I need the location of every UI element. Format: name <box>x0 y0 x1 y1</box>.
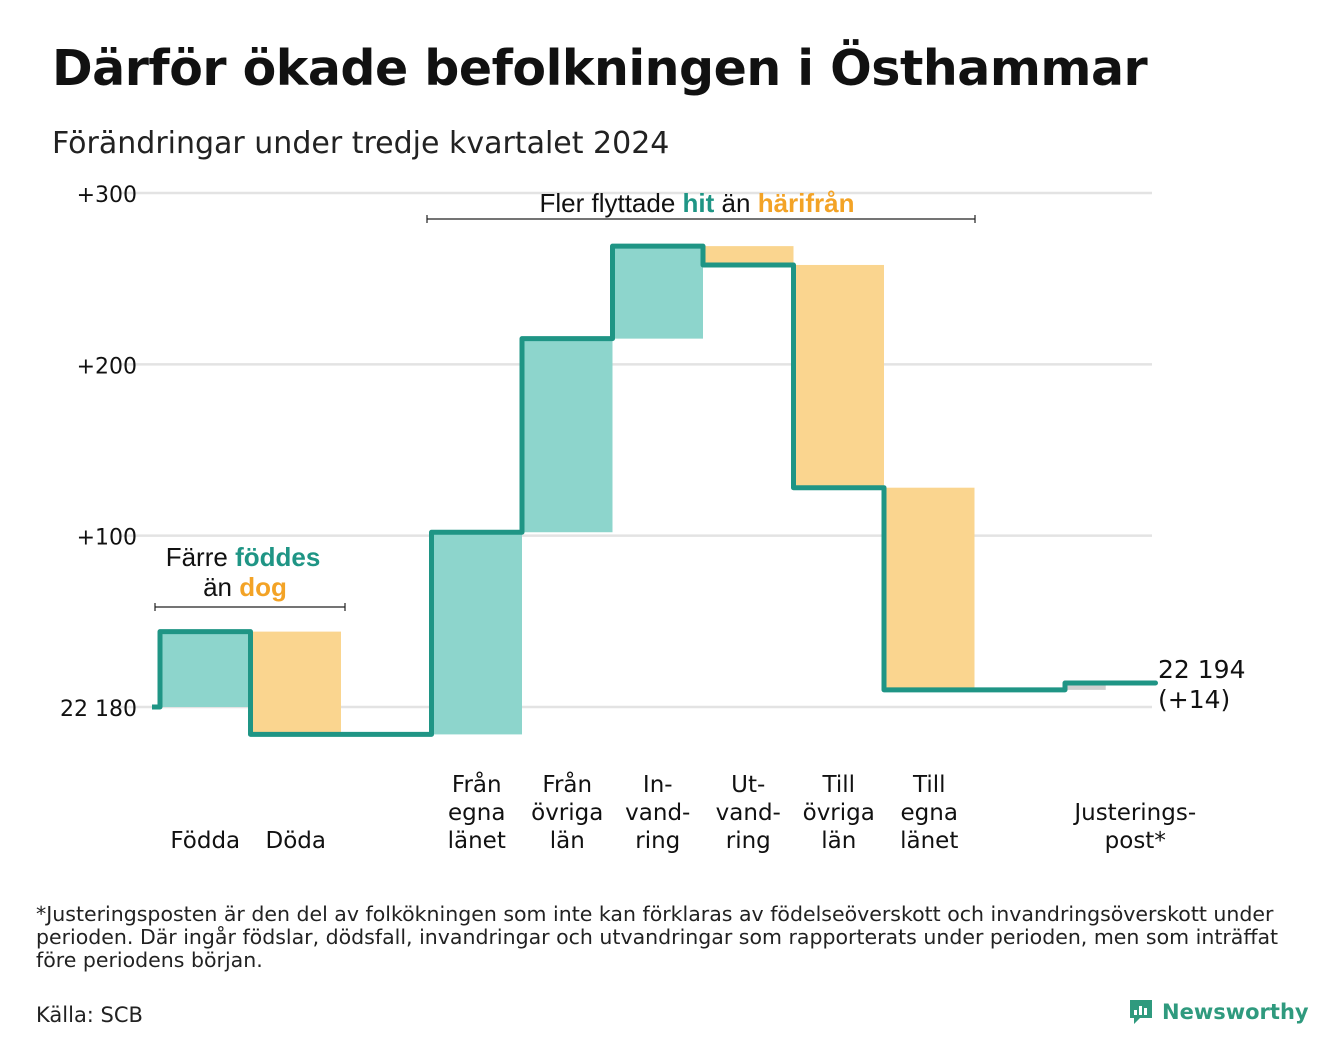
x-tick-label: län <box>821 828 856 854</box>
x-tick-label: vand- <box>625 800 690 826</box>
annotation-births-mid: än <box>203 572 232 602</box>
x-tick-label: Från <box>542 770 592 798</box>
x-tick-label: In- <box>643 772 673 798</box>
annotation-births-orange: dog <box>239 572 287 602</box>
bar <box>884 487 975 690</box>
brand-name: Newsworthy <box>1162 1000 1309 1024</box>
running-total-line <box>152 243 1158 737</box>
annotations: Färre föddes än dog Fler flyttade hit än… <box>154 188 976 611</box>
annotation-moves: Fler flyttade hit än härifrån <box>539 188 854 218</box>
x-tick-label: län <box>550 828 585 854</box>
end-value-label: 22 194 <box>1158 655 1245 684</box>
bar <box>703 246 794 265</box>
newsworthy-logo-icon <box>1130 1000 1152 1024</box>
bar <box>431 532 522 735</box>
x-tick-label: egna <box>901 800 958 826</box>
x-tick-label: Till <box>912 772 946 798</box>
x-tick-label: övriga <box>803 800 875 826</box>
bars <box>160 246 1106 735</box>
x-tick-label: Döda <box>266 828 326 854</box>
x-tick-label: post* <box>1105 828 1166 854</box>
brand-logo[interactable]: Newsworthy <box>1128 998 1309 1026</box>
bar <box>522 338 613 533</box>
bar <box>793 264 884 488</box>
bar <box>250 631 341 735</box>
annotation-moves-bracket <box>426 215 976 223</box>
x-tick-label: ring <box>726 828 771 854</box>
x-tick-label: Till <box>821 772 855 798</box>
running-total-path <box>152 243 1158 737</box>
y-tick-label: +300 <box>77 183 137 208</box>
x-tick-label: länet <box>900 828 958 854</box>
end-change-label: (+14) <box>1158 685 1230 714</box>
annotation-births-line1: Färre föddes <box>166 542 321 572</box>
annotation-births-teal: föddes <box>235 542 320 572</box>
y-axis-labels: 22 180 +100 +200 +300 <box>60 183 137 722</box>
footnote: *Justeringsposten är den del av folkökni… <box>36 902 1279 972</box>
x-tick-label: övriga <box>531 800 603 826</box>
annotation-moves-orange: härifrån <box>758 188 855 218</box>
annotation-births-pre: Färre <box>166 542 228 572</box>
x-tick-label: vand- <box>716 800 781 826</box>
annotation-births-line2: än dog <box>203 572 287 602</box>
waterfall-chart: 22 180+100+200+300 Födda DödaFrånegnaläne… <box>60 183 1245 854</box>
x-axis-labels: Födda DödaFrånegnalänetFrånövrigalänIn-va… <box>170 770 1196 854</box>
bar <box>160 631 251 707</box>
x-tick-label: länet <box>448 828 506 854</box>
y-tick-label: +200 <box>77 354 137 379</box>
x-tick-label: Ut- <box>731 772 765 798</box>
x-tick-label: Födda <box>170 828 240 854</box>
chart-title: Därför ökade befolkningen i Östhammar <box>52 40 1148 97</box>
x-tick-label: ring <box>635 828 680 854</box>
x-tick-label: Justerings- <box>1072 800 1196 826</box>
x-tick-label: egna <box>448 800 505 826</box>
bar <box>1065 683 1106 690</box>
source-label: Källa: SCB <box>36 1003 143 1027</box>
annotation-moves-mid: än <box>722 188 751 218</box>
x-tick-label: Från <box>452 770 502 798</box>
annotation-moves-teal: hit <box>683 188 715 218</box>
annotation-moves-pre: Fler flyttade <box>539 188 675 218</box>
y-tick-label: +100 <box>77 526 137 551</box>
annotation-births-bracket <box>154 603 346 611</box>
bar <box>612 246 703 339</box>
end-label: 22 194 (+14) <box>1158 655 1245 714</box>
chart-subtitle: Förändringar under tredje kvartalet 2024 <box>52 126 670 161</box>
y-tick-label: 22 180 <box>60 697 137 722</box>
